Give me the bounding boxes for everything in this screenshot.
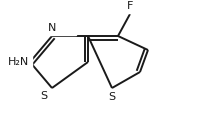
Text: H₂N: H₂N bbox=[8, 57, 29, 67]
Text: S: S bbox=[109, 92, 116, 102]
Bar bbox=[112, 0, 154, 13]
Bar bbox=[34, 22, 76, 35]
Bar bbox=[0, 56, 32, 69]
Bar bbox=[94, 91, 136, 104]
Text: S: S bbox=[40, 91, 48, 101]
Text: N: N bbox=[48, 23, 56, 33]
Text: F: F bbox=[127, 1, 133, 11]
Bar bbox=[26, 90, 68, 103]
